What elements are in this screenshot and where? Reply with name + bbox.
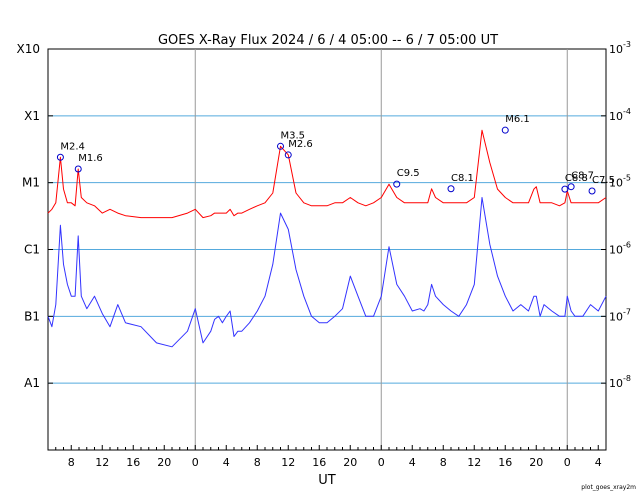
y-tick-label-right: 10-6 [609, 241, 631, 257]
x-tick-label: 0 [564, 456, 571, 469]
x-tick-label: 8 [68, 456, 75, 469]
x-tick-label: 8 [254, 456, 261, 469]
flare-label: M1.6 [78, 153, 103, 164]
y-tick-label-left: M1 [22, 176, 40, 190]
flare-marker [284, 151, 292, 159]
flare-label: M3.5 [281, 130, 306, 141]
flare-marker [56, 153, 64, 161]
x-tick-label: 16 [498, 456, 512, 469]
series-line-red [47, 129, 607, 219]
y-tick-label-right: 10-3 [609, 40, 631, 56]
x-tick-label: 12 [467, 456, 481, 469]
y-tick-label-left: X10 [17, 42, 41, 56]
x-tick-label: 4 [409, 456, 416, 469]
x-tick-label: 20 [157, 456, 171, 469]
series-line-blue [47, 197, 607, 348]
flare-label: C8.1 [451, 173, 474, 184]
y-tick-label-right: 10-4 [609, 107, 631, 123]
y-tick-label-right: 10-8 [609, 374, 631, 390]
y-tick-label-left: A1 [24, 376, 40, 390]
x-tick-label: 4 [595, 456, 602, 469]
x-tick-label: 0 [378, 456, 385, 469]
x-tick-label: 0 [192, 456, 199, 469]
flare-marker [74, 165, 82, 173]
flare-marker [277, 142, 284, 150]
y-tick-label-left: X1 [24, 109, 40, 123]
x-tick-label: 20 [529, 456, 543, 469]
footer-text: plot_goes_xray2m [581, 484, 636, 491]
flare-marker [567, 183, 575, 191]
grid [48, 49, 606, 450]
flare-label: C7.5 [592, 175, 615, 186]
y-tick-label-left: C1 [24, 243, 40, 257]
x-tick-label: 4 [223, 456, 230, 469]
y-tick-label-right: 10-5 [609, 174, 631, 190]
x-tick-label: 16 [312, 456, 326, 469]
chart-title: GOES X-Ray Flux 2024 / 6 / 4 05:00 -- 6 … [158, 33, 498, 48]
y-tick-label-left: B1 [24, 309, 40, 323]
flare-label: M2.4 [60, 141, 85, 152]
flare-label: M6.1 [505, 114, 530, 125]
x-tick-label: 8 [440, 456, 447, 469]
y-tick-label-right: 10-7 [609, 307, 631, 323]
flare-annotations: M2.4M1.6 M3.5M2.6 C9.5 C8.1 M6.1 C8.8C8.7C7.5 [56, 114, 615, 195]
flare-marker [588, 187, 596, 195]
x-tick-label: 12 [281, 456, 295, 469]
flare-label: C8.7 [571, 171, 594, 182]
flare-marker [447, 185, 455, 193]
flare-label: C9.5 [397, 168, 420, 179]
flare-marker [393, 180, 401, 188]
x-axis-label: UT [318, 473, 336, 488]
flare-marker [501, 126, 509, 134]
x-tick-label: 20 [343, 456, 357, 469]
series-group [47, 129, 607, 348]
x-tick-label: 16 [126, 456, 140, 469]
flare-marker [561, 185, 569, 193]
flare-label: C8.8 [565, 173, 588, 184]
x-tick-label: 12 [95, 456, 109, 469]
flare-label: M2.6 [288, 139, 313, 150]
axes: X10 X1 M1 C1 B1 A1 10-3 10-4 10-5 10-6 10-7 10-8 8 12… [17, 40, 631, 469]
